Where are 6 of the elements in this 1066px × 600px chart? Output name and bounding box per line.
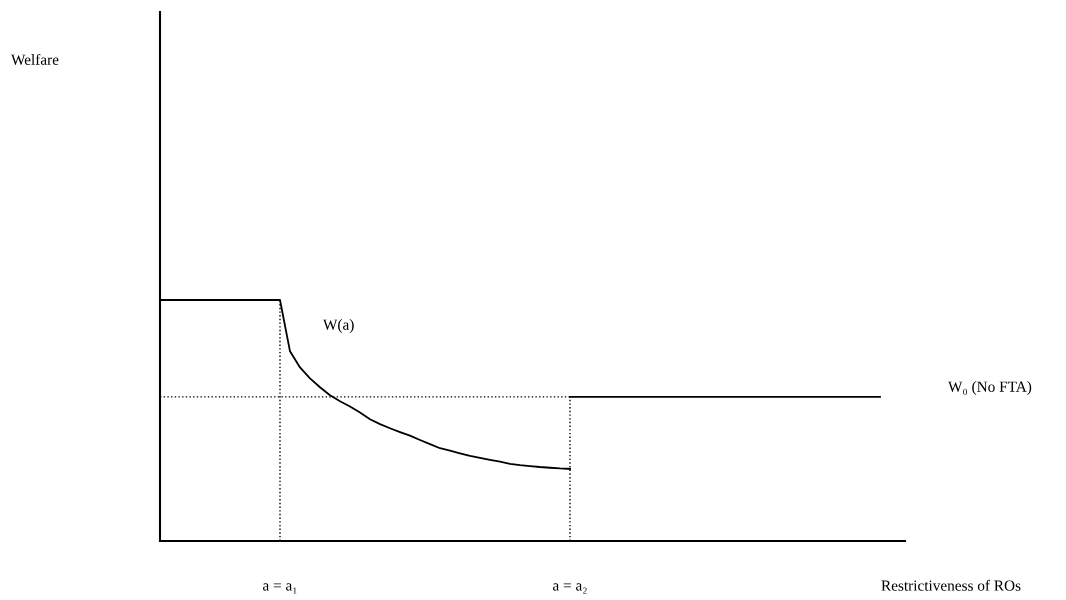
x-tick-label: a = a₂ [552, 583, 587, 594]
text: Welfare [11, 53, 59, 65]
x-axis-title: Restrictiveness of ROs [881, 579, 1021, 591]
text: W₀ (No FTA) [948, 381, 1032, 395]
x-tick-label: a = a₁ [262, 583, 297, 594]
annotation: W(a) [323, 319, 354, 333]
